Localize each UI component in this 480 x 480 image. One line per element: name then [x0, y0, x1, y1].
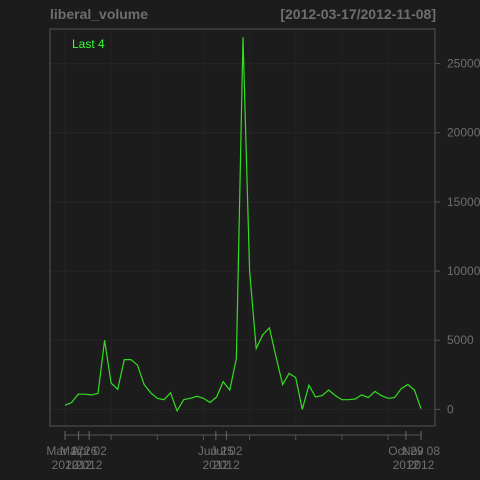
x-tick-label: Jun 25	[198, 444, 234, 458]
legend-entry: Last 4	[72, 37, 105, 51]
grid	[50, 29, 435, 426]
x-tick-label: Mar 26	[60, 444, 98, 458]
y-tick-label: 10000	[447, 264, 480, 278]
x-tick-label: 2012	[408, 458, 435, 472]
date-range: [2012-03-17/2012-11-08]	[280, 6, 436, 22]
x-tick-label: 2012	[65, 458, 92, 472]
series-line	[64, 37, 422, 413]
x-tick-label: 2012	[393, 458, 420, 472]
x-tick-label: Nov 08	[402, 444, 440, 458]
y-tick-label: 5000	[447, 333, 474, 347]
x-tick-label: 2012	[202, 458, 229, 472]
x-tick-label: Jul 02	[210, 444, 242, 458]
y-axis: 0 5000 10000 15000 20000 25000	[434, 57, 480, 416]
x-tick-label: Apr 02	[71, 444, 107, 458]
x-tick-label: 2012	[213, 458, 240, 472]
y-tick-label: 20000	[447, 126, 480, 140]
y-tick-label: 0	[447, 402, 454, 416]
x-tick-label: Mar 17	[46, 444, 84, 458]
y-tick-label: 25000	[447, 57, 480, 71]
chart-title: liberal_volume	[50, 6, 149, 22]
y-tick-label: 15000	[447, 195, 480, 209]
x-tick-label: Oct 29	[388, 444, 424, 458]
x-tick-label: 2012	[52, 458, 79, 472]
x-tick-label: 2012	[76, 458, 103, 472]
